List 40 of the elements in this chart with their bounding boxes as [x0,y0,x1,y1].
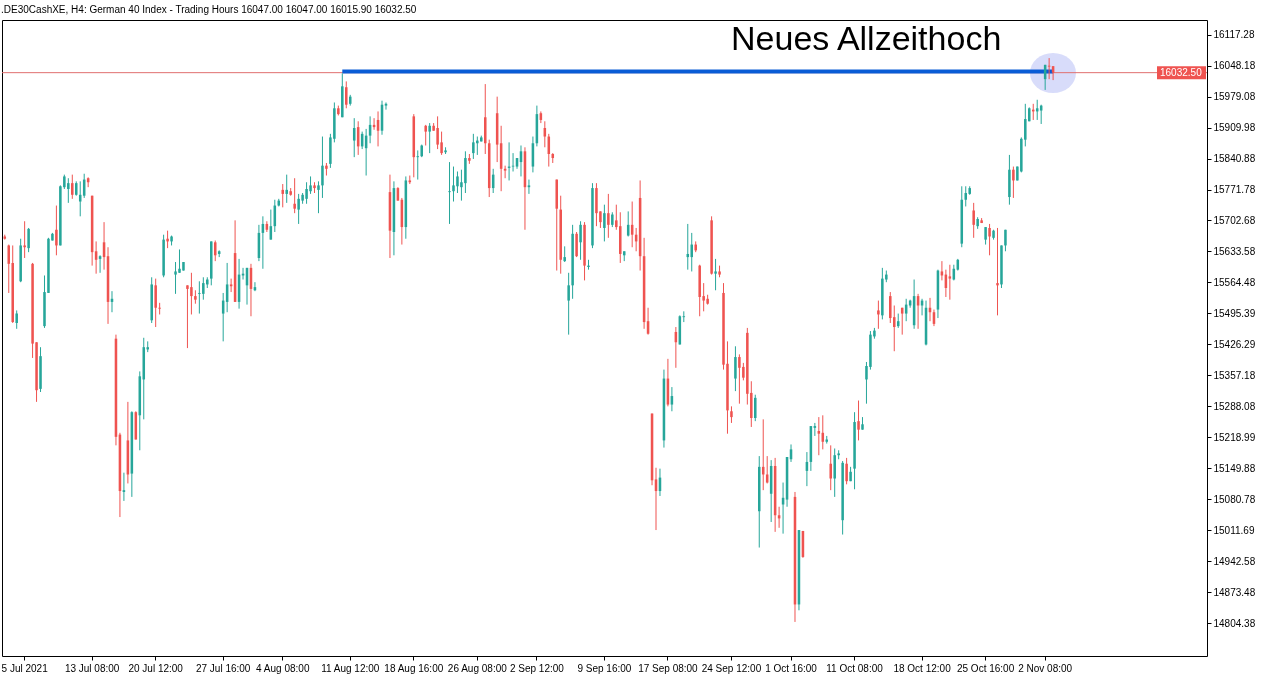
x-tick-label: 1 Oct 16:00 [765,662,818,674]
y-tick-label: 15149.88 [1213,462,1256,474]
ref-line-label: 16032.50 [1160,66,1203,78]
x-tick-label: 24 Sep 12:00 [701,662,762,674]
x-tick-label: 26 Aug 08:00 [447,662,508,674]
y-tick-label: 15771.78 [1213,184,1256,196]
chart-title: .DE30CashXE, H4: German 40 Index - Trading Hours 16047.00 16047.00 16015.90 16032.50 [1,4,417,15]
x-tick-label: 5 Jul 2021 [1,662,49,674]
x-tick-label: 18 Aug 16:00 [384,662,444,674]
x-tick-label: 2 Sep 12:00 [509,662,565,674]
x-tick-label: 17 Sep 08:00 [638,662,699,674]
annotation: Neues Allzeithoch [731,19,1002,57]
y-tick-label: 15288.08 [1213,400,1256,412]
y-tick-label: 15357.18 [1213,369,1256,381]
y-tick-label: 15633.58 [1213,245,1256,257]
x-tick-label: 2 Nov 08:00 [1018,662,1073,674]
y-tick-label: 14942.58 [1213,555,1256,567]
y-tick-label: 14873.48 [1213,586,1256,598]
y-tick-label: 16117.28 [1213,29,1255,41]
x-tick-label: 18 Oct 12:00 [893,662,952,674]
x-tick-label: 4 Aug 08:00 [256,662,310,674]
x-tick-label: 27 Jul 16:00 [195,662,251,674]
y-tick-label: 15840.88 [1213,153,1256,165]
y-tick-label: 15080.78 [1213,493,1256,505]
y-tick-label: 16048.18 [1213,60,1256,72]
x-tick-label: 20 Jul 12:00 [128,662,184,674]
y-tick-label: 15218.99 [1213,431,1256,443]
y-tick-label: 15909.98 [1213,122,1256,134]
y-tick-label: 15011.69 [1213,524,1255,536]
y-tick-label: 15702.68 [1213,214,1256,226]
y-tick-label: 15426.29 [1213,338,1256,350]
y-tick-label: 15564.48 [1213,276,1256,288]
y-tick-label: 14804.38 [1213,617,1256,629]
y-tick-label: 15495.39 [1213,307,1256,319]
x-tick-label: 9 Sep 16:00 [577,662,632,674]
x-tick-label: 25 Oct 16:00 [956,662,1015,674]
x-tick-label: 13 Jul 08:00 [64,662,120,674]
y-tick-label: 15979.08 [1213,91,1256,103]
x-tick-label: 11 Oct 08:00 [826,662,884,674]
x-tick-label: 11 Aug 12:00 [321,662,380,674]
